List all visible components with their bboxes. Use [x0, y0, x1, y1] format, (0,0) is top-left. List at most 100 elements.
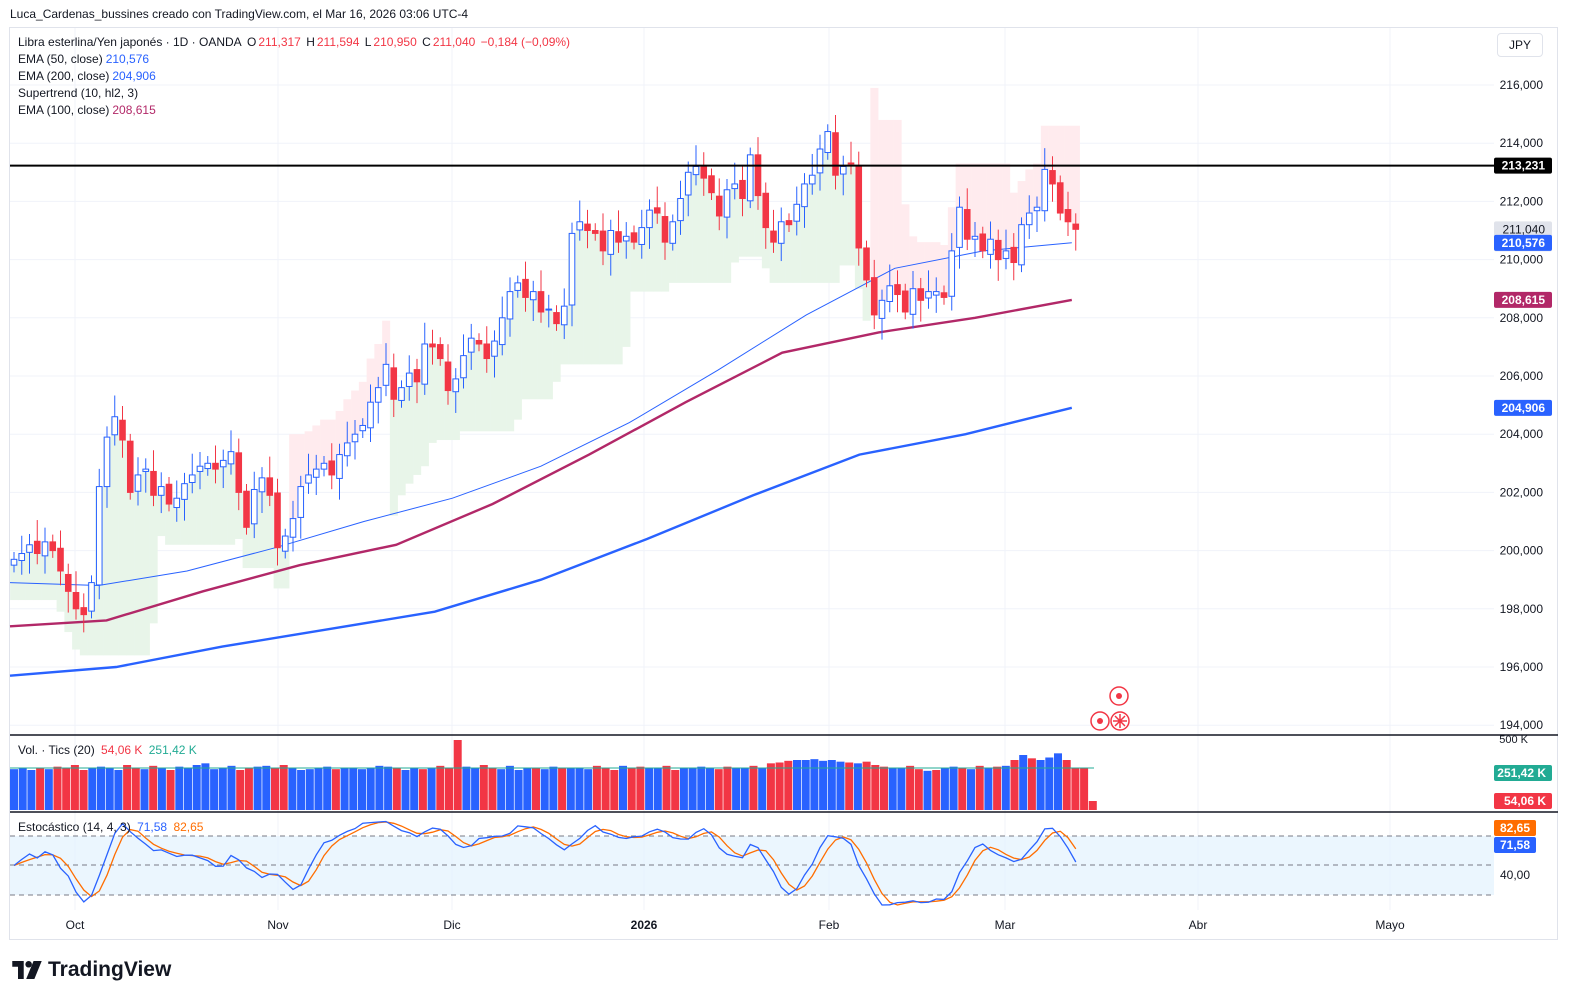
- candle: [971, 222, 979, 257]
- volume-bar: [418, 769, 427, 810]
- volume-bar: [401, 770, 410, 810]
- supertrend-segment: [653, 213, 662, 292]
- candle: [1049, 156, 1056, 202]
- ema50-badge-text: 210,576: [1502, 236, 1546, 250]
- candle-body: [886, 285, 894, 303]
- candle-body: [33, 540, 41, 555]
- candle-body: [824, 131, 832, 154]
- change-value: −0,184 (−0,09%): [480, 35, 571, 49]
- supertrend-segment: [955, 163, 964, 208]
- candle-body: [297, 486, 305, 518]
- candle: [173, 480, 181, 522]
- volume-bar: [123, 765, 132, 810]
- indicator-label: EMA (100, close): [18, 103, 110, 117]
- symbol-name[interactable]: Libra esterlina/Yen japonés · 1D · OANDA: [18, 35, 242, 49]
- open-value: 211,317: [258, 35, 301, 49]
- indicator-ema50[interactable]: EMA (50, close) 210,576: [18, 51, 149, 68]
- stochastic-legend[interactable]: Estocástico (14, 4, 3) 71,58 82,65: [18, 819, 203, 836]
- candle: [940, 285, 948, 305]
- stochastic-k-badge: 71,58: [1494, 837, 1536, 853]
- volume-ma-badge: 251,42 K: [1494, 765, 1552, 781]
- candle: [491, 330, 498, 378]
- volume-bar: [157, 768, 166, 810]
- candle-body: [1025, 212, 1033, 226]
- candle-body: [320, 462, 328, 470]
- ema100-line: [9, 298, 1073, 628]
- volume-legend[interactable]: Vol. · Tics (20) 54,06 K 251,42 K: [18, 742, 197, 759]
- ema50-badge-bg: [1494, 234, 1552, 251]
- stochastic-k-line: [13, 820, 1077, 906]
- volume-bar: [1054, 753, 1062, 810]
- candle: [281, 528, 289, 559]
- candle: [653, 186, 661, 224]
- candle-body: [382, 363, 390, 386]
- volume-ma-badge-bg: [1494, 765, 1552, 781]
- candle-body: [134, 474, 142, 492]
- candle: [243, 483, 250, 535]
- stochastic-d-badge: 82,65: [1494, 820, 1536, 836]
- candle-body: [917, 288, 925, 301]
- indicator-supertrend[interactable]: Supertrend (10, hl2, 3): [18, 85, 138, 102]
- candle: [1025, 195, 1033, 239]
- candle-body: [669, 221, 677, 244]
- candle: [72, 571, 80, 620]
- candle: [1002, 229, 1010, 270]
- volume-bar: [349, 767, 358, 810]
- volume-bar: [97, 766, 105, 810]
- volume-bar: [62, 768, 71, 810]
- low-label: L: [364, 35, 372, 49]
- indicator-label: EMA (200, close): [18, 69, 110, 83]
- volume-bar: [253, 766, 262, 810]
- candle-body: [615, 231, 622, 243]
- price-tick-label: 210,000: [1500, 253, 1544, 267]
- indicator-ema100[interactable]: EMA (100, close) 208,615: [18, 102, 156, 119]
- candle-body: [328, 460, 336, 476]
- currency-button[interactable]: JPY: [1497, 33, 1543, 57]
- volume-bars: 251,42 K 54,06 K: [10, 740, 1552, 810]
- volume-bar: [358, 769, 366, 810]
- candle-body: [374, 387, 382, 403]
- indicator-ema200[interactable]: EMA (200, close) 204,906: [18, 68, 156, 85]
- supertrend-segment: [637, 227, 646, 292]
- supertrend-segment: [420, 343, 429, 467]
- volume-bar: [584, 769, 593, 810]
- candle: [994, 229, 1002, 281]
- candlesticks: [10, 114, 1080, 633]
- supertrend-segment: [374, 343, 383, 388]
- tradingview-logo[interactable]: TradingView: [12, 958, 171, 982]
- candle-body: [281, 535, 289, 552]
- volume-bar: [558, 768, 567, 810]
- supertrend-segment: [366, 358, 375, 403]
- candle-body: [336, 454, 343, 479]
- supertrend-segment: [312, 425, 321, 470]
- price-tick-label: 200,000: [1500, 544, 1544, 558]
- time-axis-label: Feb: [819, 918, 840, 932]
- price-tick-label: 216,000: [1500, 78, 1544, 92]
- symbol-legend[interactable]: Libra esterlina/Yen japonés · 1D · OANDA…: [18, 34, 572, 51]
- candle-body: [498, 317, 506, 346]
- candle-body: [537, 291, 545, 313]
- supertrend-segment: [475, 343, 484, 432]
- supertrend-segment: [304, 431, 313, 475]
- candle: [429, 329, 436, 365]
- supertrend-segment: [149, 495, 158, 624]
- volume-bar: [70, 765, 79, 810]
- candle-body: [18, 553, 26, 561]
- candle: [26, 534, 33, 574]
- candle: [808, 153, 816, 195]
- supertrend-segment: [273, 547, 282, 589]
- resistance-badge: 213,231: [1494, 157, 1552, 174]
- candle-body: [963, 209, 971, 240]
- close-label: C: [422, 35, 431, 49]
- price-badges: 213,231211,04013:53:15210,576208,615204,…: [1494, 157, 1552, 416]
- volume-bar: [36, 767, 45, 810]
- volume-bar: [775, 762, 784, 810]
- supertrend-segment: [684, 172, 693, 283]
- candle: [770, 209, 777, 253]
- volume-bar: [479, 765, 488, 810]
- candle: [467, 323, 475, 370]
- volume-bar: [392, 767, 401, 810]
- supertrend-segment: [622, 236, 631, 347]
- candle: [847, 141, 855, 175]
